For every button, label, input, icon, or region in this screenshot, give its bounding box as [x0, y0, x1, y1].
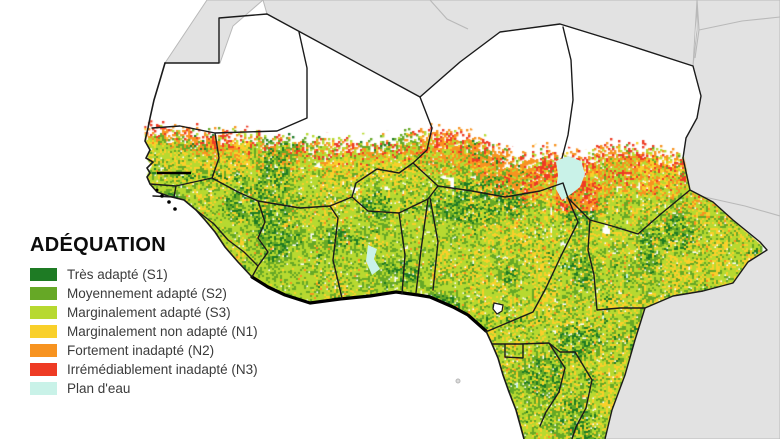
legend-color-swatch [30, 306, 57, 319]
lake-chad [556, 156, 585, 200]
border-burkina-faso [351, 162, 439, 214]
legend-title: ADÉQUATION [30, 234, 166, 256]
legend-color-swatch [30, 363, 57, 376]
border-mali-cotedivoire-ghana [257, 196, 353, 299]
legend-item: Moyennement adapté (S2) [30, 287, 258, 300]
border-chad-car [567, 189, 691, 311]
border-cameroon-gabon-congo [491, 342, 593, 439]
legend-item-label: Très adapté (S1) [67, 266, 168, 282]
coast-gulf-of-guinea [250, 275, 488, 333]
bissau-islets [167, 200, 171, 204]
border-mali-niger [412, 96, 433, 164]
border-mauritania-senegal-mali [149, 31, 308, 198]
legend-item-label: Marginalement non adapté (N1) [67, 323, 258, 339]
border-guinea-sl-liberia [195, 177, 269, 278]
border-niger-chad [561, 26, 574, 159]
bissau-islets [173, 207, 177, 211]
bissau-islets [155, 188, 159, 192]
legend-item-label: Irrémédiablement inadapté (N3) [67, 361, 258, 377]
legend-color-swatch [30, 382, 57, 395]
legend-color-swatch [30, 344, 57, 357]
legend-item: Marginalement adapté (S3) [30, 306, 258, 319]
bissau-islets [160, 194, 164, 198]
legend-item-label: Plan d'eau [67, 380, 131, 396]
coast-west [144, 62, 253, 278]
lake-volta [366, 245, 380, 275]
island-bioko [492, 302, 504, 315]
legend-item-label: Moyennement adapté (S2) [67, 285, 227, 301]
coast-south [485, 330, 525, 439]
legend-color-swatch [30, 325, 57, 338]
legend-color-swatch [30, 268, 57, 281]
legend: ADÉQUATION Très adapté (S1) Moyennement a… [30, 235, 258, 395]
border-nigeria-cameroon [487, 197, 579, 332]
border-north-east-frame [164, 13, 768, 439]
legend-item: Irrémédiablement inadapté (N3) [30, 363, 258, 376]
legend-color-swatch [30, 287, 57, 300]
legend-item: Plan d'eau [30, 382, 258, 395]
legend-item-label: Fortement inadapté (N2) [67, 342, 215, 358]
legend-item: Très adapté (S1) [30, 268, 258, 281]
legend-item: Fortement inadapté (N2) [30, 344, 258, 357]
legend-item-label: Marginalement adapté (S3) [67, 304, 231, 320]
legend-item: Marginalement non adapté (N1) [30, 325, 258, 338]
legend-rows: Très adapté (S1) Moyennement adapté (S2) M… [30, 268, 258, 395]
island-sao-tome [455, 378, 461, 384]
border-ghana-togo-benin [398, 197, 439, 295]
border-niger-south [437, 182, 569, 199]
